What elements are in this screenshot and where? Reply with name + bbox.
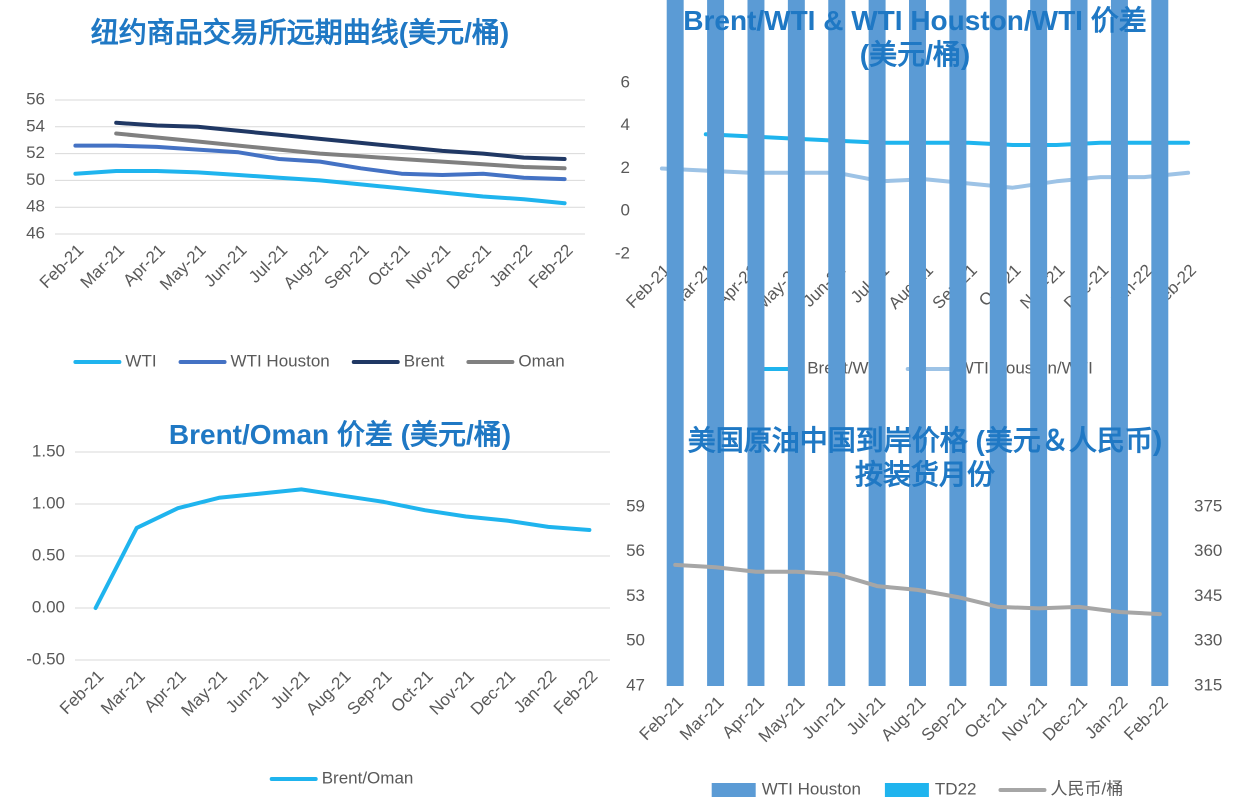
x-tick-label: Aug-21 (302, 667, 354, 719)
y2-tick-label: 360 (1194, 541, 1222, 560)
legend: WTI WTI Houston Brent Oman (73, 351, 565, 370)
chart-title: 美国原油中国到岸价格 (美元＆人民币) 按装货月份 (687, 425, 1163, 490)
y-tick-label: 46 (26, 223, 45, 242)
y-tick-label: 50 (626, 631, 645, 650)
x-tick-label: Aug-21 (877, 693, 929, 745)
legend-label: WTI (125, 351, 156, 370)
series-line (703, 132, 1191, 147)
legend: WTI Houston TD22 人民币/桶 (711, 779, 1123, 798)
series-line (73, 169, 567, 206)
x-tick-label: Nov-21 (426, 667, 478, 719)
x-tick-label: May-21 (156, 241, 210, 295)
x-tick-label: Dec-21 (467, 667, 519, 719)
y-tick-label: 1.50 (32, 441, 65, 460)
legend-label: WTI Houston (762, 779, 861, 798)
y-tick-label: 0.50 (32, 545, 65, 564)
x-tick-label: Mar-21 (77, 241, 129, 293)
x-tick-label: Nov-21 (998, 693, 1050, 745)
bar-segment (747, 0, 765, 686)
x-tick-label: Feb-21 (636, 693, 688, 745)
y2-tick-label: 345 (1194, 586, 1222, 605)
y-tick-label: -0.50 (26, 649, 65, 668)
series-line (114, 131, 567, 171)
y2-tick-label: 330 (1194, 631, 1222, 650)
chart-title: Brent/WTI & WTI Houston/WTI 价差 (美元/桶) (683, 5, 1147, 70)
bar-segment (787, 0, 805, 686)
x-tick-label: Feb-22 (525, 241, 577, 293)
y2-tick-label: 315 (1194, 675, 1222, 694)
x-tick-label: Feb-21 (36, 241, 88, 293)
x-tick-label: May-21 (755, 693, 809, 747)
bar-segment (666, 0, 684, 687)
x-tick-label: Dec-21 (1039, 693, 1091, 745)
x-tick-label: Nov-21 (402, 241, 454, 293)
y-tick-label: 6 (621, 72, 630, 91)
bar-segment (989, 0, 1007, 686)
y-tick-label: 56 (26, 89, 45, 108)
x-tick-label: Jan-22 (510, 667, 560, 717)
y-tick-label: 47 (626, 675, 645, 694)
legend-label: Brent/WTI (807, 358, 884, 377)
y-tick-label: 0 (621, 201, 630, 220)
bar-segment (1110, 0, 1128, 687)
y-tick-label: 53 (626, 586, 645, 605)
y-tick-label: 0.00 (32, 597, 65, 616)
x-tick-label: Feb-21 (56, 667, 108, 719)
bar-segment (1070, 0, 1088, 686)
x-tick-label: Jun-21 (799, 693, 849, 743)
bar-segment (707, 0, 725, 686)
legend-marker (884, 783, 929, 797)
series-line (93, 487, 592, 610)
legend-label: WTI Houston (231, 351, 330, 370)
bar-segment (949, 0, 967, 686)
x-tick-label: Sep-21 (343, 667, 395, 719)
x-tick-label: Feb-22 (1120, 693, 1172, 745)
y-tick-label: 1.00 (32, 493, 65, 512)
x-tick-label: Sep-21 (321, 241, 373, 293)
y-tick-label: 2 (621, 158, 630, 177)
legend-label: Brent/Oman (322, 768, 414, 787)
chart-title: 纽约商品交易所远期曲线(美元/桶) (90, 17, 510, 48)
y-tick-label: 54 (26, 116, 45, 135)
bar-segment (828, 0, 846, 686)
x-tick-label: Dec-21 (443, 241, 495, 293)
legend-label: 人民币/桶 (1050, 779, 1123, 798)
x-tick-label: May-21 (178, 667, 232, 721)
y2-tick-label: 375 (1194, 496, 1222, 515)
legend-label: Oman (518, 351, 564, 370)
bar-segment (1030, 0, 1048, 686)
y-tick-label: 4 (621, 115, 630, 134)
x-tick-label: Jun-21 (200, 241, 250, 291)
legend: Brent/Oman (269, 768, 414, 787)
x-tick-label: Aug-21 (280, 241, 332, 293)
x-tick-label: Feb-21 (622, 261, 674, 313)
series-line (73, 143, 567, 182)
bar-segment (868, 0, 886, 687)
legend-label: TD22 (935, 779, 977, 798)
series-line (114, 120, 567, 161)
chart-title: Brent/Oman 价差 (美元/桶) (168, 419, 512, 450)
x-tick-label: Feb-22 (550, 667, 602, 719)
x-tick-label: Mar-21 (676, 693, 728, 745)
x-tick-label: Sep-21 (918, 693, 970, 745)
series-line (673, 562, 1162, 617)
y-tick-label: 48 (26, 197, 45, 216)
y-tick-label: 56 (626, 541, 645, 560)
x-tick-label: Jun-21 (222, 667, 272, 717)
x-tick-label: Mar-21 (97, 667, 149, 719)
bar-segment (1151, 0, 1169, 687)
legend-marker (711, 783, 756, 797)
y-tick-label: -2 (615, 243, 630, 262)
y-tick-label: 59 (626, 496, 645, 515)
y-tick-label: 52 (26, 143, 45, 162)
bar-segment (909, 0, 926, 686)
y-tick-label: 50 (26, 170, 45, 189)
legend-label: Brent (404, 351, 445, 370)
